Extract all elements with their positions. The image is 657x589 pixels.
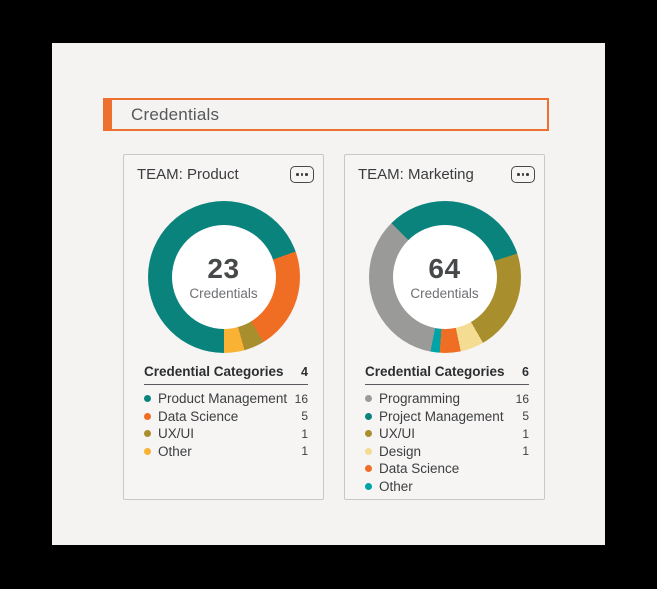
ellipsis-dot bbox=[305, 173, 308, 176]
legend-row: Project Management 5 bbox=[365, 408, 529, 426]
legend-label: Data Science bbox=[379, 461, 460, 477]
legend-row: Programming 16 bbox=[365, 390, 529, 408]
dashboard-panel: Credentials TEAM: Product 23 Credentials… bbox=[52, 43, 605, 545]
donut-center-value: 64 bbox=[428, 253, 461, 284]
card-header: TEAM: Product bbox=[124, 155, 323, 183]
legend-value: 16 bbox=[294, 391, 308, 406]
legend-dot-icon bbox=[144, 395, 151, 403]
legend-label: Data Science bbox=[158, 408, 239, 424]
ellipsis-dot bbox=[517, 173, 520, 176]
legend-value: 5 bbox=[522, 409, 529, 424]
card-menu-button[interactable] bbox=[290, 166, 314, 183]
legend-header: Credential Categories 6 bbox=[365, 364, 529, 385]
donut-center-label: Credentials bbox=[410, 286, 479, 301]
legend-label: Product Management bbox=[158, 391, 288, 407]
legend-label: UX/UI bbox=[158, 426, 195, 442]
ellipsis-dot bbox=[526, 173, 529, 176]
page-title: Credentials bbox=[131, 104, 220, 124]
donut-center: 64 Credentials bbox=[392, 225, 497, 329]
legend-row: Data Science 5 bbox=[144, 408, 308, 426]
legend-row: Product Management 16 bbox=[144, 390, 308, 408]
legend-dot-icon bbox=[144, 447, 151, 455]
legend-dot-icon bbox=[365, 412, 372, 420]
legend-value: 5 bbox=[301, 409, 308, 424]
card-header: TEAM: Marketing bbox=[345, 155, 544, 183]
legend-dot-icon bbox=[144, 430, 151, 438]
legend-value: 16 bbox=[515, 391, 529, 406]
legend-label: UX/UI bbox=[379, 426, 416, 442]
legend-row: UX/UI 1 bbox=[365, 425, 529, 443]
legend: Credential Categories 6 Programming 16 P… bbox=[365, 364, 529, 495]
ellipsis-dot bbox=[300, 173, 304, 176]
legend-value: 1 bbox=[522, 444, 529, 459]
legend-row: Other 1 bbox=[144, 443, 308, 461]
legend: Credential Categories 4 Product Manageme… bbox=[144, 364, 308, 460]
legend-value: 1 bbox=[522, 426, 529, 441]
legend-value: 1 bbox=[301, 444, 308, 459]
ellipsis-dot bbox=[521, 173, 525, 176]
section-header: Credentials bbox=[103, 98, 549, 131]
legend-row: UX/UI 1 bbox=[144, 425, 308, 443]
card-menu-button[interactable] bbox=[511, 166, 535, 183]
legend-label: Project Management bbox=[379, 408, 504, 424]
legend-dot-icon bbox=[365, 465, 372, 473]
legend-row: Design 1 bbox=[365, 443, 529, 461]
team-card: TEAM: Product 23 Credentials Credential … bbox=[123, 154, 324, 500]
legend-rows: Product Management 16 Data Science 5 UX/… bbox=[144, 390, 308, 460]
legend-label: Other bbox=[158, 443, 192, 459]
card-title: TEAM: Marketing bbox=[358, 166, 474, 183]
legend-dot-icon bbox=[365, 430, 372, 438]
legend-header: Credential Categories 4 bbox=[144, 364, 308, 385]
legend-dot-icon bbox=[144, 412, 151, 420]
cards-row: TEAM: Product 23 Credentials Credential … bbox=[123, 154, 545, 500]
legend-label: Programming bbox=[379, 391, 461, 407]
donut-center: 23 Credentials bbox=[171, 225, 276, 329]
legend-rows: Programming 16 Project Management 5 UX/U… bbox=[365, 390, 529, 495]
donut-center-value: 23 bbox=[207, 253, 240, 284]
legend-label: Other bbox=[379, 478, 413, 494]
legend-label: Design bbox=[379, 443, 422, 459]
donut-chart: 23 Credentials bbox=[147, 201, 300, 353]
ellipsis-icon bbox=[517, 173, 529, 176]
legend-dot-icon bbox=[365, 395, 372, 403]
card-title: TEAM: Product bbox=[137, 166, 239, 183]
legend-row: Other bbox=[365, 478, 529, 496]
legend-count: 4 bbox=[301, 365, 308, 379]
legend-dot-icon bbox=[365, 482, 372, 490]
legend-count: 6 bbox=[522, 365, 529, 379]
team-card: TEAM: Marketing 64 Credentials Credentia… bbox=[344, 154, 545, 500]
ellipsis-icon bbox=[296, 173, 308, 176]
donut-chart: 64 Credentials bbox=[368, 201, 521, 353]
legend-value: 1 bbox=[301, 426, 308, 441]
ellipsis-dot bbox=[296, 173, 299, 176]
legend-dot-icon bbox=[365, 447, 372, 455]
donut-center-label: Credentials bbox=[189, 286, 258, 301]
legend-title: Credential Categories bbox=[365, 364, 505, 379]
legend-title: Credential Categories bbox=[144, 364, 284, 379]
legend-row: Data Science bbox=[365, 460, 529, 478]
